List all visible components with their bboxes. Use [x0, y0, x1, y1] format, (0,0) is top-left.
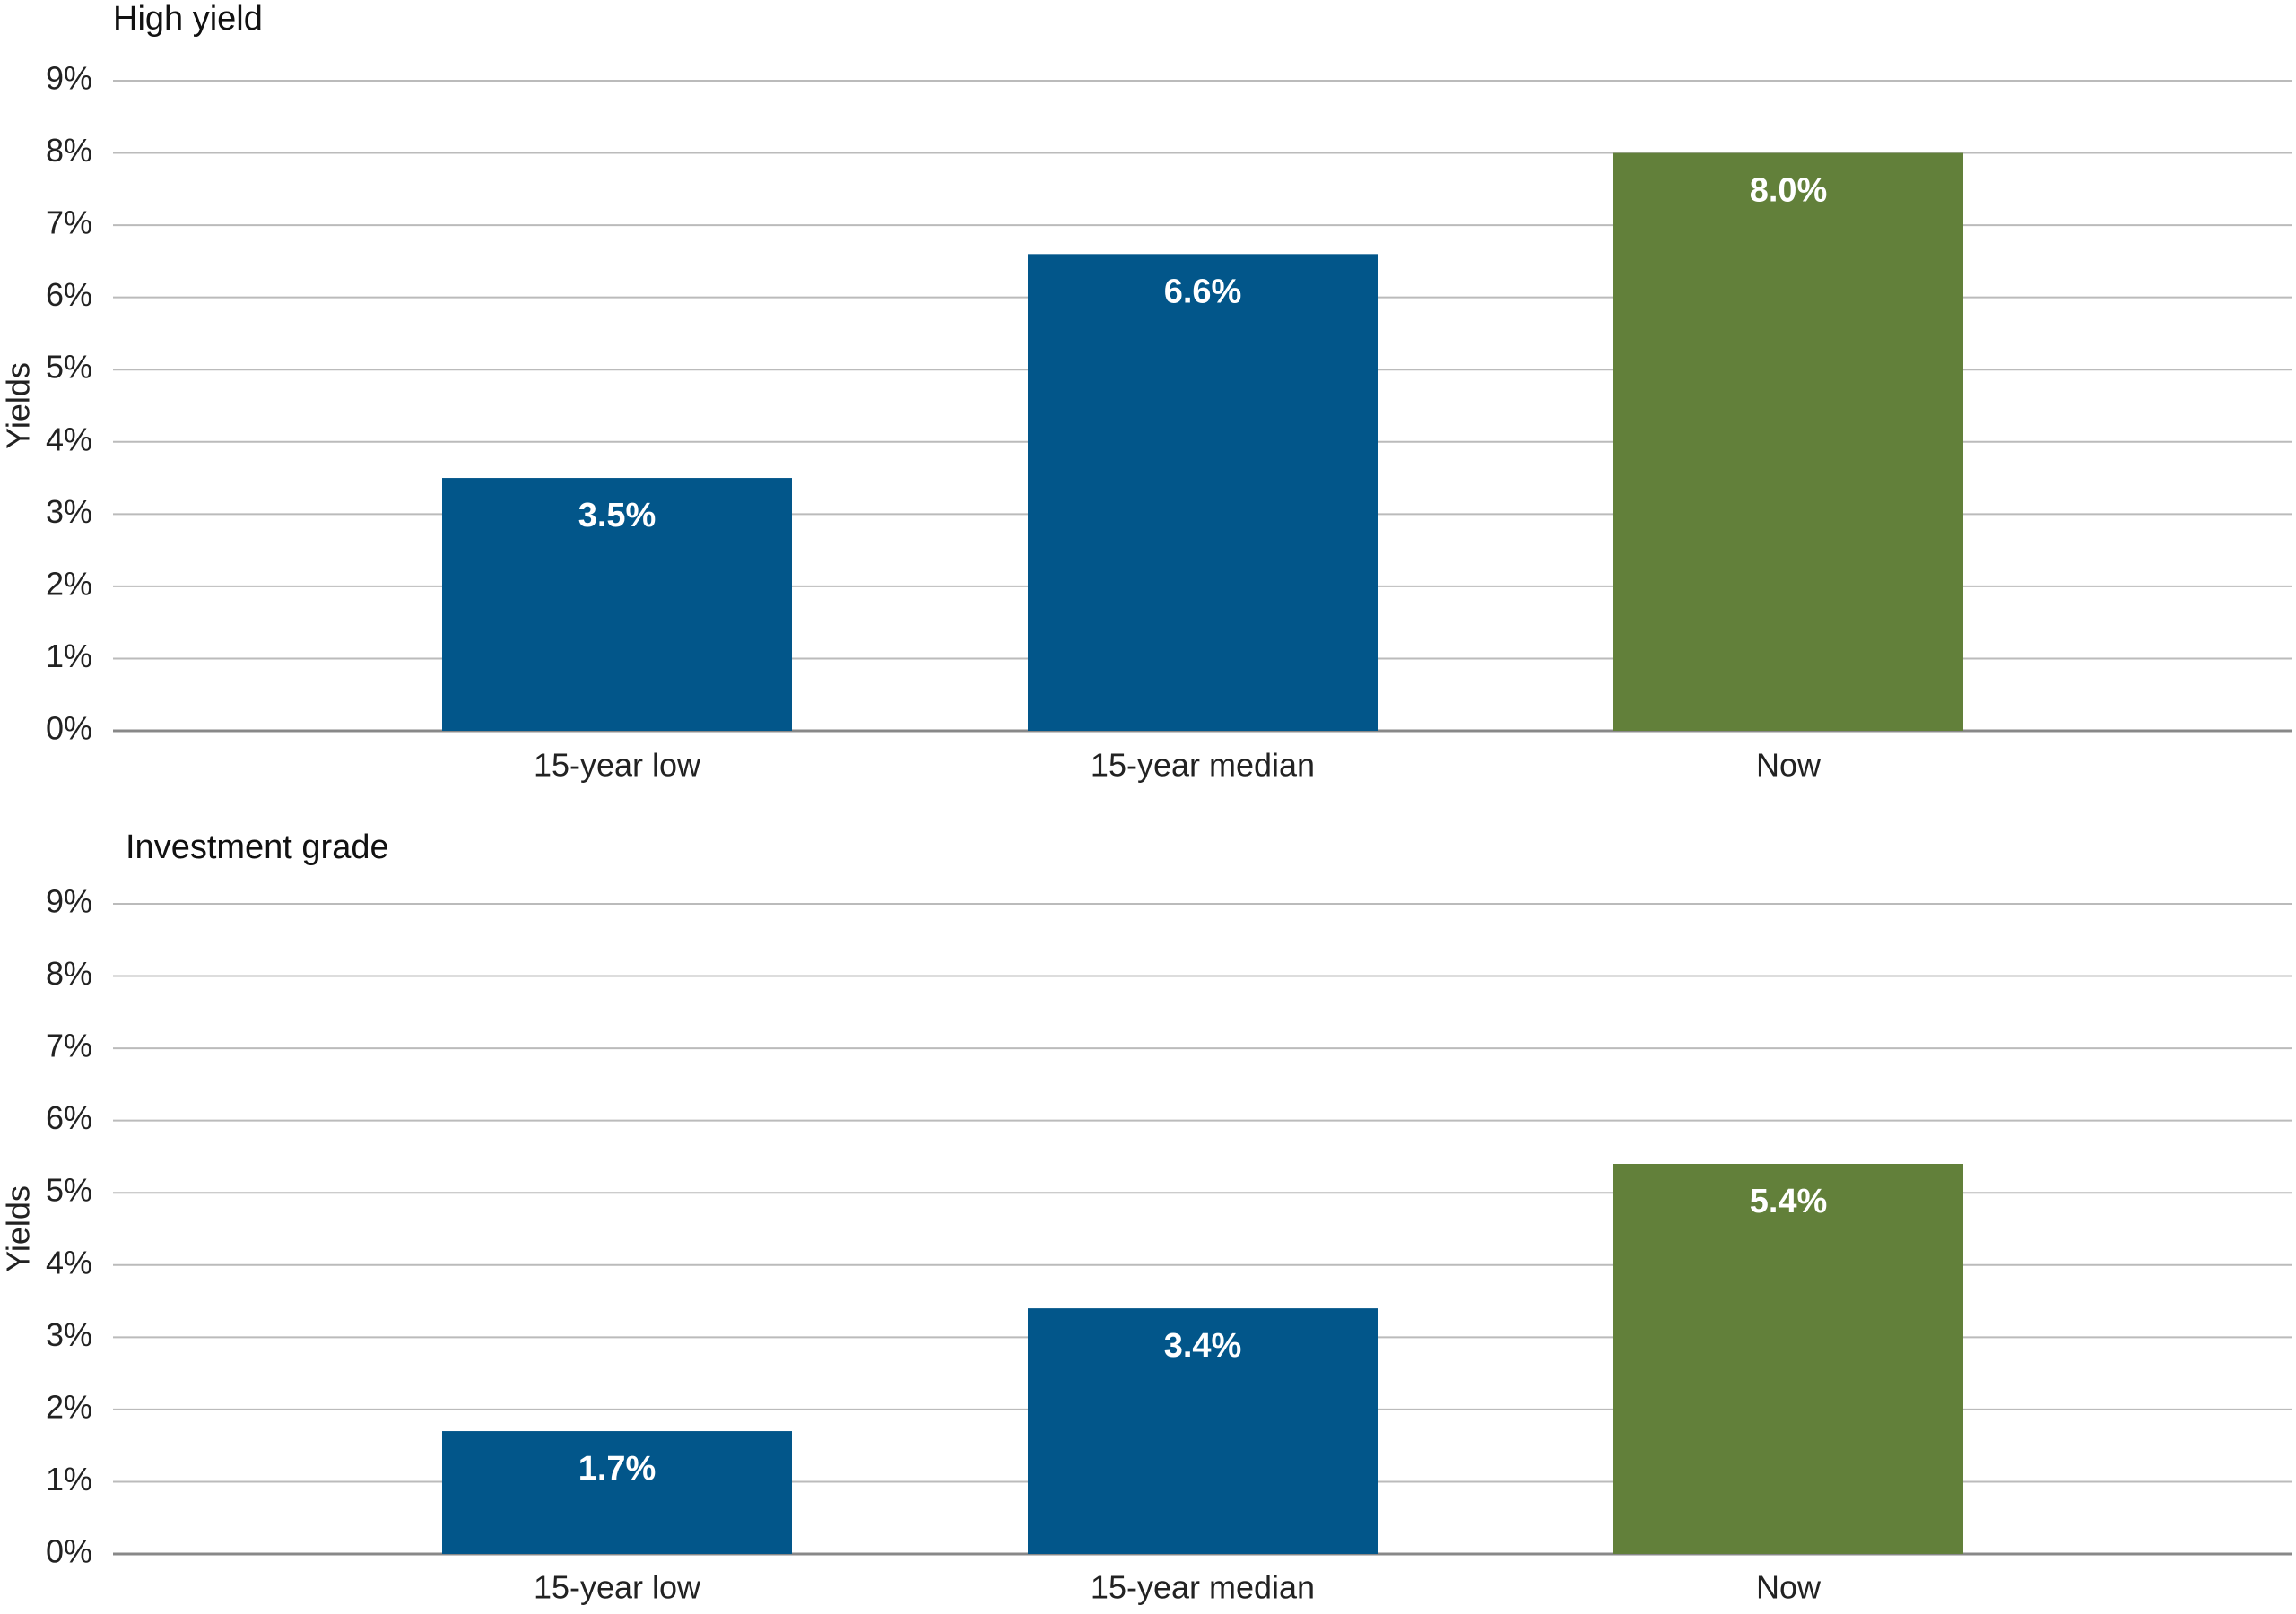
- y-tick-label: 9%: [46, 60, 92, 97]
- data-label: 6.6%: [1164, 273, 1242, 310]
- y-tick-label: 5%: [46, 1172, 92, 1209]
- bar: [1028, 254, 1378, 731]
- bar: [442, 1431, 792, 1554]
- y-tick-label: 3%: [46, 1316, 92, 1353]
- y-tick-label: 8%: [46, 132, 92, 169]
- data-label: 3.5%: [578, 497, 657, 534]
- y-tick-label: 6%: [46, 276, 92, 313]
- data-label: 8.0%: [1750, 172, 1828, 210]
- y-tick-label: 4%: [46, 1244, 92, 1280]
- x-tick-label: 15-year median: [1091, 747, 1315, 784]
- data-label: 1.7%: [578, 1450, 657, 1488]
- y-tick-label: 2%: [46, 1388, 92, 1425]
- bar: [1613, 1164, 1963, 1554]
- y-tick-label: 7%: [46, 1028, 92, 1064]
- y-tick-label: 6%: [46, 1099, 92, 1136]
- y-tick-label: 4%: [46, 421, 92, 457]
- chart-title: High yield: [113, 0, 263, 38]
- bar: [1028, 1308, 1378, 1554]
- y-tick-label: 3%: [46, 493, 92, 530]
- x-tick-label: Now: [1756, 747, 1822, 784]
- x-tick-label: 15-year median: [1091, 1569, 1315, 1606]
- y-tick-label: 1%: [46, 638, 92, 674]
- chart-title: Investment grade: [126, 829, 389, 866]
- data-label: 5.4%: [1750, 1183, 1828, 1220]
- y-tick-label: 0%: [46, 1533, 92, 1570]
- y-tick-label: 8%: [46, 955, 92, 992]
- y-tick-label: 1%: [46, 1461, 92, 1497]
- data-label: 3.4%: [1164, 1327, 1242, 1365]
- y-tick-label: 7%: [46, 204, 92, 241]
- y-axis-title: Yields: [0, 1185, 37, 1272]
- y-tick-label: 9%: [46, 883, 92, 920]
- y-tick-label: 5%: [46, 349, 92, 386]
- bar: [1613, 152, 1963, 732]
- y-axis-title: Yields: [0, 362, 37, 449]
- y-tick-label: 2%: [46, 565, 92, 602]
- x-tick-label: 15-year low: [534, 1569, 701, 1606]
- bar: [442, 478, 792, 731]
- x-tick-label: Now: [1756, 1569, 1822, 1606]
- y-tick-label: 0%: [46, 710, 92, 747]
- x-tick-label: 15-year low: [534, 747, 701, 784]
